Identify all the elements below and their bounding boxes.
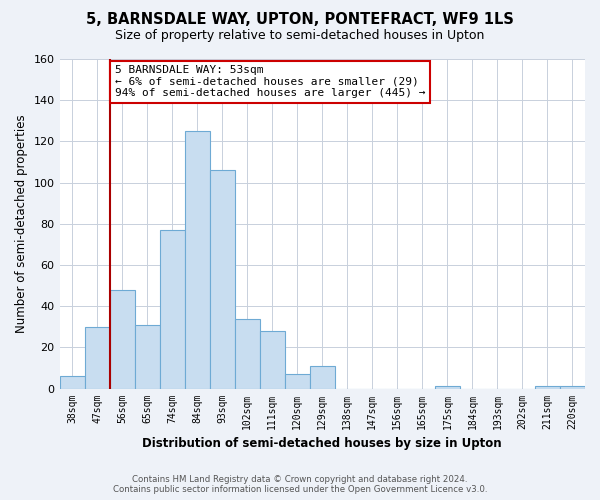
Bar xyxy=(435,386,460,388)
Bar xyxy=(285,374,310,388)
Bar xyxy=(185,131,209,388)
Y-axis label: Number of semi-detached properties: Number of semi-detached properties xyxy=(15,114,28,333)
Bar xyxy=(235,318,260,388)
Bar xyxy=(134,324,160,388)
Text: 5, BARNSDALE WAY, UPTON, PONTEFRACT, WF9 1LS: 5, BARNSDALE WAY, UPTON, PONTEFRACT, WF9… xyxy=(86,12,514,28)
X-axis label: Distribution of semi-detached houses by size in Upton: Distribution of semi-detached houses by … xyxy=(142,437,502,450)
Bar xyxy=(110,290,134,388)
Bar xyxy=(59,376,85,388)
Text: 5 BARNSDALE WAY: 53sqm
← 6% of semi-detached houses are smaller (29)
94% of semi: 5 BARNSDALE WAY: 53sqm ← 6% of semi-deta… xyxy=(115,65,425,98)
Bar xyxy=(535,386,560,388)
Bar xyxy=(560,386,585,388)
Text: Size of property relative to semi-detached houses in Upton: Size of property relative to semi-detach… xyxy=(115,29,485,42)
Bar xyxy=(310,366,335,388)
Bar xyxy=(209,170,235,388)
Text: Contains HM Land Registry data © Crown copyright and database right 2024.
Contai: Contains HM Land Registry data © Crown c… xyxy=(113,474,487,494)
Bar xyxy=(160,230,185,388)
Bar xyxy=(85,327,110,388)
Bar xyxy=(260,331,285,388)
